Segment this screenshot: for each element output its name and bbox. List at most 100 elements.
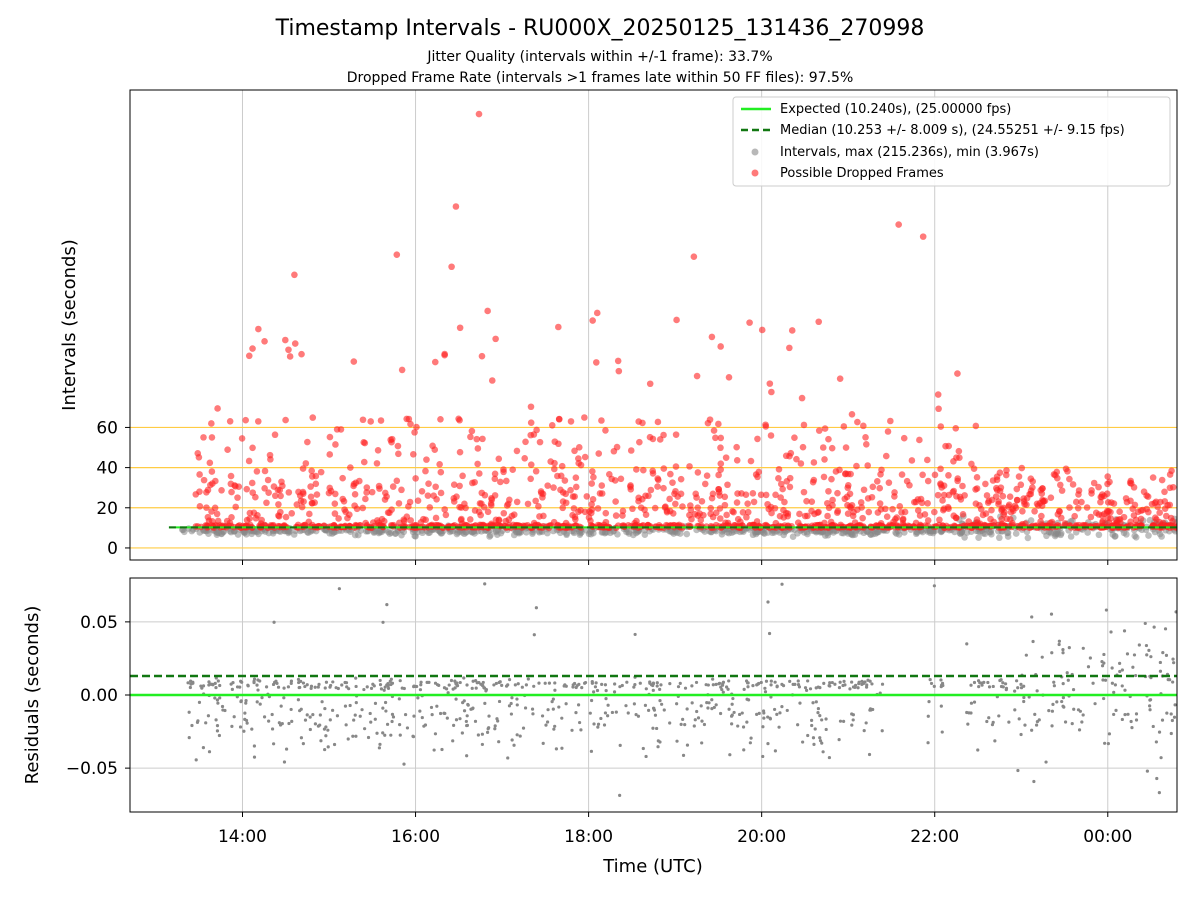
dropped-frame-point xyxy=(828,475,835,483)
residual-point xyxy=(1062,705,1066,709)
residual-point xyxy=(1149,655,1153,659)
residual-point xyxy=(483,582,487,586)
residual-point xyxy=(282,696,286,700)
interval-point xyxy=(789,533,797,541)
dropped-frame-point xyxy=(418,487,426,495)
legend-expected-label: Expected (10.240s), (25.00000 fps) xyxy=(780,102,1011,117)
residual-point xyxy=(445,716,449,720)
interval-point xyxy=(1145,532,1152,539)
residual-point xyxy=(420,715,424,720)
residual-point xyxy=(389,733,393,737)
residual-point xyxy=(618,793,622,797)
residual-point xyxy=(939,678,943,682)
residual-point xyxy=(256,688,260,692)
dropped-frame-point xyxy=(347,464,354,471)
dropped-frame-point xyxy=(277,508,284,516)
dropped-frame-point xyxy=(425,480,432,487)
dropped-frame-point xyxy=(226,417,234,425)
dropped-frame-point xyxy=(937,423,945,430)
residual-point xyxy=(540,714,545,718)
dropped-frame-point xyxy=(908,457,916,464)
residual-point xyxy=(810,723,814,728)
dropped-frame-point xyxy=(589,317,596,324)
dropped-frame-point xyxy=(757,491,765,499)
bottom-y-tick-label: 0.00 xyxy=(80,686,118,706)
residual-point xyxy=(714,682,718,686)
residual-point xyxy=(1032,779,1036,784)
dropped-frame-point xyxy=(266,451,274,459)
dropped-frame-point xyxy=(377,417,385,424)
dropped-frame-point xyxy=(672,500,679,508)
residual-point xyxy=(373,701,378,705)
residual-point xyxy=(427,680,431,684)
residual-point xyxy=(260,696,264,700)
residual-point xyxy=(1035,689,1039,693)
residual-point xyxy=(1080,720,1084,724)
dropped-frame-point xyxy=(716,515,724,522)
interval-point xyxy=(614,530,621,538)
residual-point xyxy=(206,714,211,718)
residual-point xyxy=(309,684,314,688)
residual-point xyxy=(506,756,510,760)
residual-point xyxy=(541,741,545,745)
residual-point xyxy=(398,679,402,683)
dropped-frame-point xyxy=(264,476,272,484)
dropped-frame-point xyxy=(764,500,771,508)
dropped-frame-point xyxy=(698,498,706,505)
residual-point xyxy=(296,677,301,682)
dropped-frame-point xyxy=(744,500,751,507)
residual-point xyxy=(614,710,618,714)
residual-point xyxy=(1166,678,1170,682)
dropped-frame-point xyxy=(876,484,884,492)
dropped-frame-point xyxy=(916,512,924,519)
residual-point xyxy=(705,701,709,705)
residual-point xyxy=(1103,678,1108,682)
dropped-frame-point xyxy=(896,503,904,510)
residual-point xyxy=(720,687,724,692)
residual-point xyxy=(449,678,454,683)
dropped-frame-point xyxy=(430,492,437,500)
residual-point xyxy=(1110,666,1114,670)
dropped-frame-point xyxy=(200,434,207,441)
dropped-frame-point xyxy=(935,405,942,413)
dropped-frame-point xyxy=(800,421,808,429)
residual-point xyxy=(576,703,581,707)
residual-point xyxy=(217,733,222,738)
residual-point xyxy=(1157,791,1161,795)
dropped-frame-point xyxy=(458,515,465,523)
residual-point xyxy=(560,746,564,750)
residual-point xyxy=(482,686,487,690)
residual-point xyxy=(230,687,234,691)
residual-point xyxy=(464,719,468,724)
residual-point xyxy=(1137,643,1141,647)
dropped-frame-point xyxy=(589,468,596,475)
residual-point xyxy=(651,688,655,692)
dropped-frame-point xyxy=(1029,478,1037,485)
residual-point xyxy=(299,679,303,683)
residual-point xyxy=(851,685,856,689)
residual-point xyxy=(366,735,371,740)
dropped-frame-point xyxy=(1088,487,1095,494)
residual-point xyxy=(1132,653,1137,657)
interval-point xyxy=(304,528,311,536)
dropped-frame-point xyxy=(660,484,667,492)
dropped-frame-point xyxy=(308,473,316,480)
residual-point xyxy=(978,681,982,685)
x-tick-label: 18:00 xyxy=(564,827,613,847)
residual-point xyxy=(279,704,283,708)
dropped-frame-point xyxy=(996,469,1004,476)
residual-point xyxy=(537,681,541,685)
dropped-frame-point xyxy=(945,442,952,450)
dropped-frame-point xyxy=(536,438,544,446)
dropped-frame-point xyxy=(617,475,625,483)
residual-point xyxy=(685,743,690,747)
residual-point xyxy=(1134,718,1139,722)
dropped-frame-point xyxy=(437,489,445,497)
dropped-frame-point xyxy=(916,436,923,444)
dropped-frame-point xyxy=(271,431,279,439)
residual-point xyxy=(258,679,262,683)
dropped-frame-outlier xyxy=(475,110,483,118)
residual-point xyxy=(999,684,1004,689)
residual-point xyxy=(838,719,843,723)
